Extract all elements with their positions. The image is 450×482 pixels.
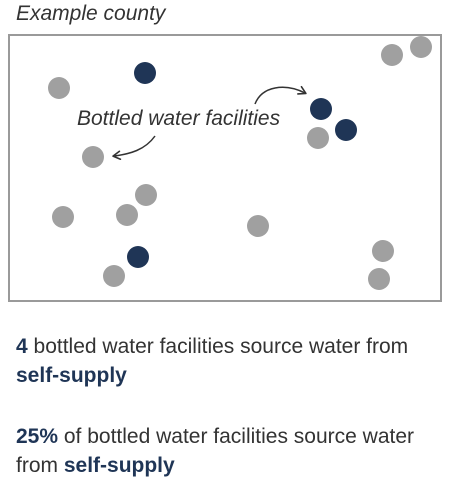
stat-count-text: bottled water facilities source water fr… (27, 335, 409, 358)
stat-percent-text: of bottled water facilities source water… (16, 425, 415, 477)
annotation-label: Bottled water facilities (77, 107, 281, 130)
county-map-frame (8, 34, 442, 302)
stat-percent: 25% of bottled water facilities source w… (16, 422, 436, 480)
stat-count-value: 4 (16, 335, 28, 358)
stat-percent-value: 25% (16, 425, 59, 448)
stat-count: 4 bottled water facilities source water … (16, 332, 436, 390)
stat-count-emphasis: self-supply (16, 364, 127, 387)
map-title: Example county (16, 2, 166, 25)
stat-percent-emphasis: self-supply (63, 454, 175, 477)
